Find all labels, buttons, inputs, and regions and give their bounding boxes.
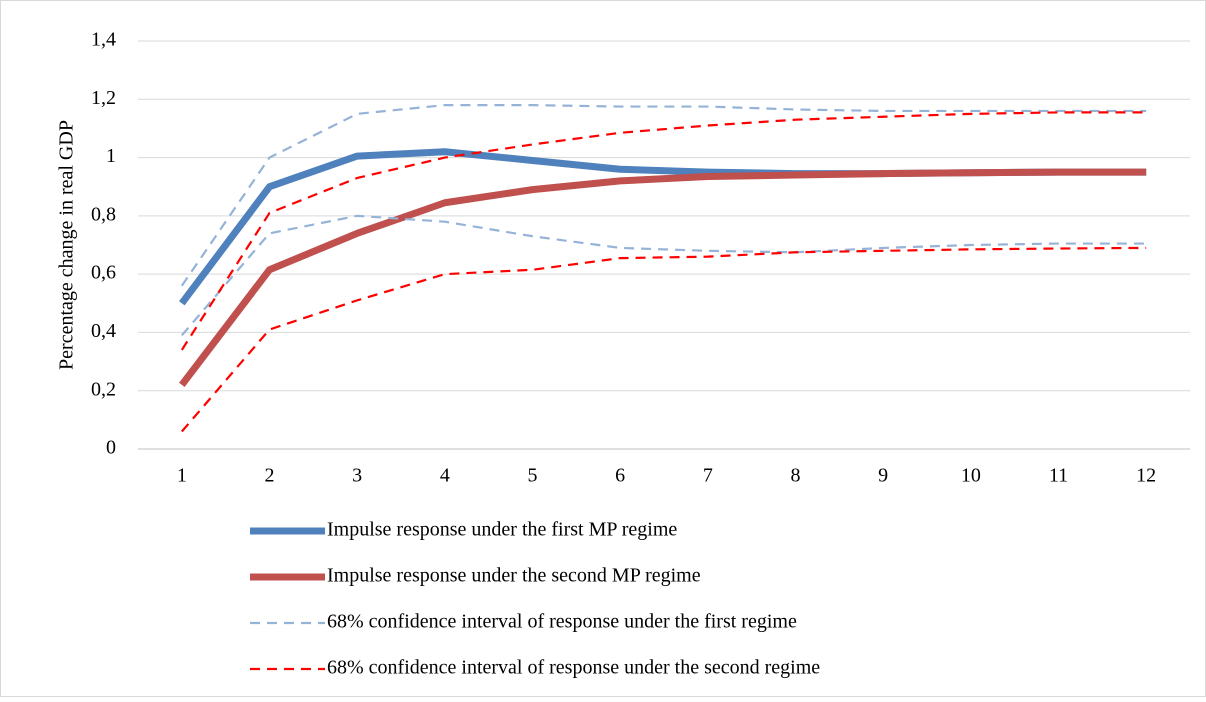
y-axis-label: Percentage change in real GDP <box>56 120 78 370</box>
x-tick-label: 2 <box>265 465 275 487</box>
x-tick-label: 10 <box>961 465 981 487</box>
x-tick-label: 6 <box>615 465 625 487</box>
x-tick-label: 5 <box>528 465 538 487</box>
response-line <box>179 168 1147 388</box>
y-tick-label: 1,2 <box>91 87 116 109</box>
y-tick-label: 0 <box>106 437 116 459</box>
ci-line <box>180 214 1147 337</box>
y-tick-label: 0,2 <box>91 378 116 400</box>
y-tick-label: 1 <box>106 145 116 167</box>
legend-label: 68% confidence interval of response unde… <box>327 657 820 679</box>
ci-line <box>180 111 1147 351</box>
x-tick-label: 3 <box>352 465 362 487</box>
y-tick-label: 0,8 <box>91 203 116 225</box>
ci-line <box>180 246 1147 433</box>
legend-label: 68% confidence interval of response unde… <box>327 611 797 633</box>
legend-label: Impulse response under the second MP reg… <box>327 565 701 587</box>
x-tick-label: 11 <box>1049 465 1068 487</box>
x-tick-label: 4 <box>440 465 450 487</box>
x-tick-label: 8 <box>791 465 801 487</box>
y-tick-label: 1,4 <box>91 29 116 51</box>
x-tick-label: 9 <box>878 465 888 487</box>
x-tick-label: 12 <box>1136 465 1156 487</box>
legend-label: Impulse response under the first MP regi… <box>327 519 677 541</box>
x-tick-label: 7 <box>703 465 713 487</box>
y-tick-label: 0,6 <box>91 262 116 284</box>
y-tick-label: 0,4 <box>91 320 116 342</box>
x-tick-label: 1 <box>177 465 187 487</box>
